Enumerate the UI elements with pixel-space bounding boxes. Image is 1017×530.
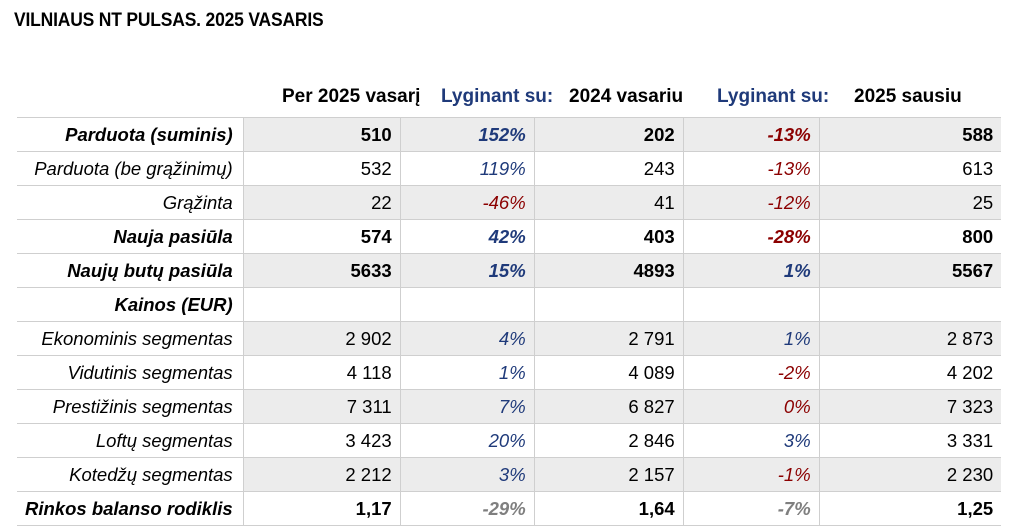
value-2025-sausis: 2 873 — [818, 321, 1002, 356]
table-row: Ekonominis segmentas 2 902 4% 2 791 1% 2 873 — [17, 321, 1002, 356]
value-2025-vasaris: 3 423 — [242, 423, 401, 458]
change-vs-2024-vasaris: 15% — [399, 253, 535, 288]
change-vs-2025-sausis: 0% — [682, 389, 820, 424]
header-lyginant-su-1: Lyginant su: — [441, 86, 554, 107]
change-vs-2025-sausis: -13% — [682, 151, 820, 186]
change-vs-2025-sausis: -28% — [682, 219, 820, 254]
row-label: Vidutinis segmentas — [17, 355, 244, 390]
table-row: Nauja pasiūla 574 42% 403 -28% 800 — [17, 219, 1002, 254]
value-2025-sausis — [818, 287, 1002, 322]
value-2025-sausis: 4 202 — [818, 355, 1002, 390]
row-label: Naujų butų pasiūla — [17, 253, 244, 288]
table-row: Loftų segmentas 3 423 20% 2 846 3% 3 331 — [17, 423, 1002, 458]
value-2025-vasaris: 22 — [242, 185, 401, 220]
value-2024-vasaris: 243 — [533, 151, 684, 186]
change-vs-2025-sausis: 3% — [682, 423, 820, 458]
change-vs-2025-sausis — [682, 287, 820, 322]
change-vs-2025-sausis: -13% — [682, 117, 820, 152]
value-2024-vasaris: 403 — [533, 219, 684, 254]
value-2025-vasaris: 4 118 — [242, 355, 401, 390]
row-label: Rinkos balanso rodiklis — [17, 491, 244, 526]
change-vs-2024-vasaris: 7% — [399, 389, 535, 424]
value-2025-vasaris: 1,17 — [242, 491, 401, 526]
change-vs-2024-vasaris: -29% — [399, 491, 535, 526]
table-row: Vidutinis segmentas 4 118 1% 4 089 -2% 4 202 — [17, 355, 1002, 390]
value-2025-sausis: 588 — [818, 117, 1002, 152]
value-2024-vasaris: 41 — [533, 185, 684, 220]
row-label: Kainos (EUR) — [17, 287, 244, 322]
value-2025-vasaris: 510 — [242, 117, 401, 152]
change-vs-2024-vasaris — [399, 287, 535, 322]
table-row: Naujų butų pasiūla 5633 15% 4893 1% 5567 — [17, 253, 1002, 288]
row-label: Kotedžų segmentas — [17, 457, 244, 492]
value-2025-vasaris: 532 — [242, 151, 401, 186]
value-2025-sausis: 2 230 — [818, 457, 1002, 492]
value-2024-vasaris: 202 — [533, 117, 684, 152]
row-label: Grąžinta — [17, 185, 244, 220]
value-2025-vasaris: 7 311 — [242, 389, 401, 424]
change-vs-2025-sausis: -12% — [682, 185, 820, 220]
value-2024-vasaris: 2 791 — [533, 321, 684, 356]
change-vs-2024-vasaris: 42% — [399, 219, 535, 254]
change-vs-2025-sausis: -2% — [682, 355, 820, 390]
row-label: Nauja pasiūla — [17, 219, 244, 254]
row-label: Loftų segmentas — [17, 423, 244, 458]
value-2024-vasaris: 2 846 — [533, 423, 684, 458]
value-2024-vasaris: 1,64 — [533, 491, 684, 526]
header-per-2025-vasari: Per 2025 vasarį — [282, 86, 421, 107]
row-label: Parduota (suminis) — [17, 117, 244, 152]
value-2024-vasaris: 2 157 — [533, 457, 684, 492]
change-vs-2025-sausis: 1% — [682, 253, 820, 288]
change-vs-2024-vasaris: 3% — [399, 457, 535, 492]
value-2025-vasaris: 2 212 — [242, 457, 401, 492]
value-2024-vasaris — [533, 287, 684, 322]
table-row: Parduota (suminis) 510 152% 202 -13% 588 — [17, 117, 1002, 152]
change-vs-2025-sausis: -7% — [682, 491, 820, 526]
value-2025-vasaris: 574 — [242, 219, 401, 254]
table-row: Grąžinta 22 -46% 41 -12% 25 — [17, 185, 1002, 220]
table-row: Prestižinis segmentas 7 311 7% 6 827 0% 7 323 — [17, 389, 1002, 424]
header-2024-vasariu: 2024 vasariu — [569, 86, 684, 107]
value-2025-sausis: 25 — [818, 185, 1002, 220]
change-vs-2024-vasaris: 152% — [399, 117, 535, 152]
value-2025-sausis: 7 323 — [818, 389, 1002, 424]
value-2025-sausis: 5567 — [818, 253, 1002, 288]
change-vs-2024-vasaris: 1% — [399, 355, 535, 390]
change-vs-2024-vasaris: 4% — [399, 321, 535, 356]
pulse-table: Parduota (suminis) 510 152% 202 -13% 588 Pardu… — [17, 117, 1002, 526]
table-row: Kainos (EUR) — [17, 287, 1002, 322]
value-2024-vasaris: 6 827 — [533, 389, 684, 424]
change-vs-2025-sausis: -1% — [682, 457, 820, 492]
value-2024-vasaris: 4 089 — [533, 355, 684, 390]
value-2025-sausis: 1,25 — [818, 491, 1002, 526]
table-row: Parduota (be grąžinimų) 532 119% 243 -13% 613 — [17, 151, 1002, 186]
row-label: Parduota (be grąžinimų) — [17, 151, 244, 186]
value-2025-sausis: 3 331 — [818, 423, 1002, 458]
row-label: Ekonominis segmentas — [17, 321, 244, 356]
value-2025-vasaris: 5633 — [242, 253, 401, 288]
change-vs-2024-vasaris: 119% — [399, 151, 535, 186]
change-vs-2024-vasaris: 20% — [399, 423, 535, 458]
change-vs-2025-sausis: 1% — [682, 321, 820, 356]
value-2025-sausis: 613 — [818, 151, 1002, 186]
value-2025-vasaris — [242, 287, 401, 322]
row-label: Prestižinis segmentas — [17, 389, 244, 424]
table-row: Rinkos balanso rodiklis 1,17 -29% 1,64 -7% 1,… — [17, 491, 1002, 526]
table-row: Kotedžų segmentas 2 212 3% 2 157 -1% 2 230 — [17, 457, 1002, 492]
value-2025-sausis: 800 — [818, 219, 1002, 254]
change-vs-2024-vasaris: -46% — [399, 185, 535, 220]
header-lyginant-su-2: Lyginant su: — [717, 86, 830, 107]
page-title: VILNIAUS NT PULSAS. 2025 VASARIS — [14, 10, 324, 31]
table-body: Parduota (suminis) 510 152% 202 -13% 588 Pardu… — [17, 117, 1002, 526]
value-2025-vasaris: 2 902 — [242, 321, 401, 356]
value-2024-vasaris: 4893 — [533, 253, 684, 288]
header-2025-sausiu: 2025 sausiu — [854, 86, 962, 107]
